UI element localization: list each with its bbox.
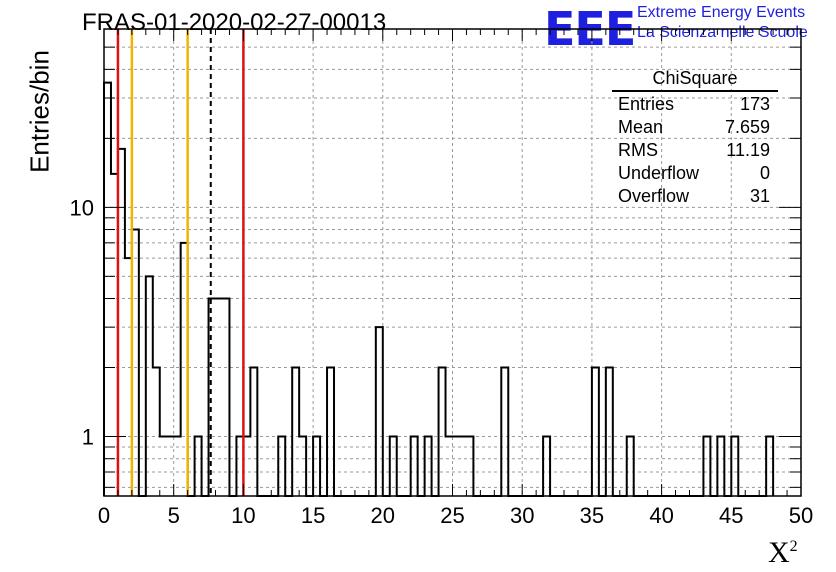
y-tick-label: 10: [70, 195, 94, 220]
x-tick-label: 50: [789, 503, 813, 528]
x-tick-label: 10: [231, 503, 255, 528]
x-tick-label: 0: [98, 503, 110, 528]
x-tick-label: 15: [301, 503, 325, 528]
x-tick-label: 40: [649, 503, 673, 528]
stats-value: 173: [739, 94, 770, 114]
stats-value: 0: [759, 163, 770, 183]
stats-label: RMS: [618, 140, 658, 160]
stats-label: Entries: [618, 94, 675, 114]
stats-row-entries: Entries 173: [612, 93, 778, 116]
stats-box: ChiSquare Entries 173 Mean 7.659 RMS 11.19 …: [612, 68, 778, 208]
stats-box-name: ChiSquare: [612, 68, 778, 92]
stats-label: Mean: [618, 117, 664, 137]
x-tick-label: 20: [371, 503, 395, 528]
stats-value: 11.19: [726, 140, 770, 160]
x-tick-label: 25: [440, 503, 464, 528]
logo-line-1: Extreme Energy Events: [637, 4, 806, 21]
x-axis-label-base: X: [768, 536, 790, 569]
stats-row-overflow: Overflow 31: [612, 185, 778, 208]
x-tick-label: 5: [168, 503, 180, 528]
stats-value: 31: [749, 186, 770, 206]
stats-label: Overflow: [618, 186, 690, 206]
y-tick-label: 1: [82, 424, 94, 449]
x-tick-label: 30: [510, 503, 534, 528]
stats-value: 7.659: [724, 117, 770, 137]
x-axis-label-sup: 2: [789, 538, 798, 555]
stats-row-mean: Mean 7.659: [612, 116, 778, 139]
stats-row-rms: RMS 11.19: [612, 139, 778, 162]
x-tick-label: 45: [719, 503, 743, 528]
stats-label: Underflow: [618, 163, 700, 183]
stats-row-underflow: Underflow 0: [612, 162, 778, 185]
x-axis-label: X2: [768, 536, 798, 570]
x-tick-label: 35: [580, 503, 604, 528]
